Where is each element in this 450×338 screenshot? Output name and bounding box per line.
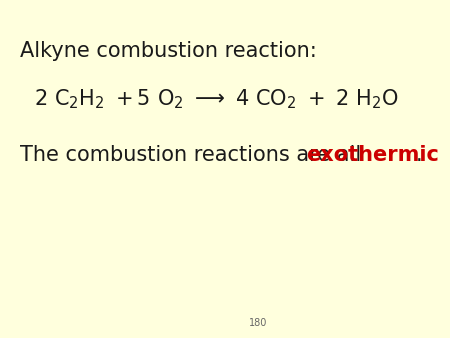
Text: The combustion reactions are all: The combustion reactions are all (20, 145, 368, 165)
Text: Alkyne combustion reaction:: Alkyne combustion reaction: (20, 41, 317, 61)
Text: .: . (416, 145, 422, 165)
Text: exothermic: exothermic (306, 145, 439, 165)
Text: $\mathregular{2\ C_2H_2\ +5\ O_2\ \longrightarrow\ 4\ CO_2\ +\ 2\ H_2O}$: $\mathregular{2\ C_2H_2\ +5\ O_2\ \longr… (35, 88, 399, 112)
Text: 180: 180 (248, 318, 267, 328)
